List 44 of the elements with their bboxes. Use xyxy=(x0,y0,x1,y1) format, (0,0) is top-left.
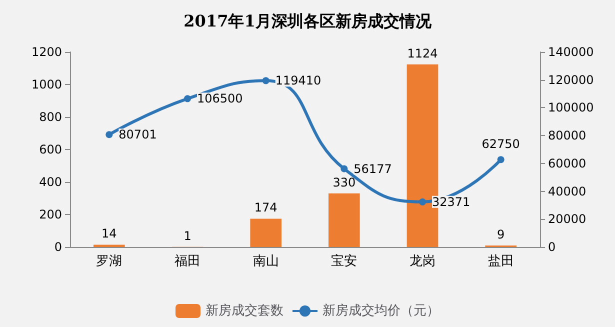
data-label: 9 xyxy=(497,228,505,242)
data-label: 330 xyxy=(332,175,356,190)
y2-tick-label: 20000 xyxy=(548,212,586,226)
x-tick-label: 宝安 xyxy=(331,253,358,269)
y2-tick-label: 120000 xyxy=(548,72,594,87)
y2-tick-label: 40000 xyxy=(548,184,586,198)
y2-tick-label: 60000 xyxy=(548,156,586,170)
point xyxy=(419,198,426,206)
data-label: 1 xyxy=(184,228,192,243)
data-label: 14 xyxy=(102,226,117,241)
legend-label: 新房成交套数 xyxy=(206,302,284,318)
x-tick-label: 罗湖 xyxy=(96,254,122,269)
data-label: 80701 xyxy=(118,128,157,142)
y2-tick-label: 0 xyxy=(548,240,556,254)
data-label: 32371 xyxy=(432,194,470,209)
y-tick-label: 1000 xyxy=(31,78,62,92)
point xyxy=(497,156,504,164)
point xyxy=(340,165,348,172)
bar xyxy=(328,193,360,247)
data-label: 106500 xyxy=(197,92,243,106)
x-tick-label: 南山 xyxy=(252,254,279,269)
legend-label: 新房成交均价（元） xyxy=(322,302,440,318)
y2-tick-label: 140000 xyxy=(548,45,594,59)
chart-title: 2017年1月深圳各区新房成交情况 xyxy=(184,12,432,30)
x-tick-label: 福田 xyxy=(174,254,200,269)
data-label: 119410 xyxy=(275,74,322,88)
x-tick-label: 盐田 xyxy=(488,254,514,269)
y-tick-label: 0 xyxy=(54,240,62,254)
data-label: 1124 xyxy=(407,46,438,60)
x-tick-label: 龙岗 xyxy=(410,254,436,269)
bar xyxy=(250,218,282,247)
y-tick-label: 600 xyxy=(39,142,62,156)
y-tick-label: 400 xyxy=(39,175,62,189)
point xyxy=(106,131,113,138)
point xyxy=(184,95,191,102)
y-tick-label: 1200 xyxy=(31,45,62,59)
data-label: 62750 xyxy=(482,137,520,152)
y-tick-label: 800 xyxy=(39,110,62,124)
point xyxy=(262,77,270,84)
y2-tick-label: 100000 xyxy=(548,100,594,115)
y-tick-label: 200 xyxy=(39,208,62,222)
y2-tick-label: 80000 xyxy=(548,128,586,143)
data-label: 174 xyxy=(254,200,278,215)
data-label: 56177 xyxy=(354,162,392,176)
